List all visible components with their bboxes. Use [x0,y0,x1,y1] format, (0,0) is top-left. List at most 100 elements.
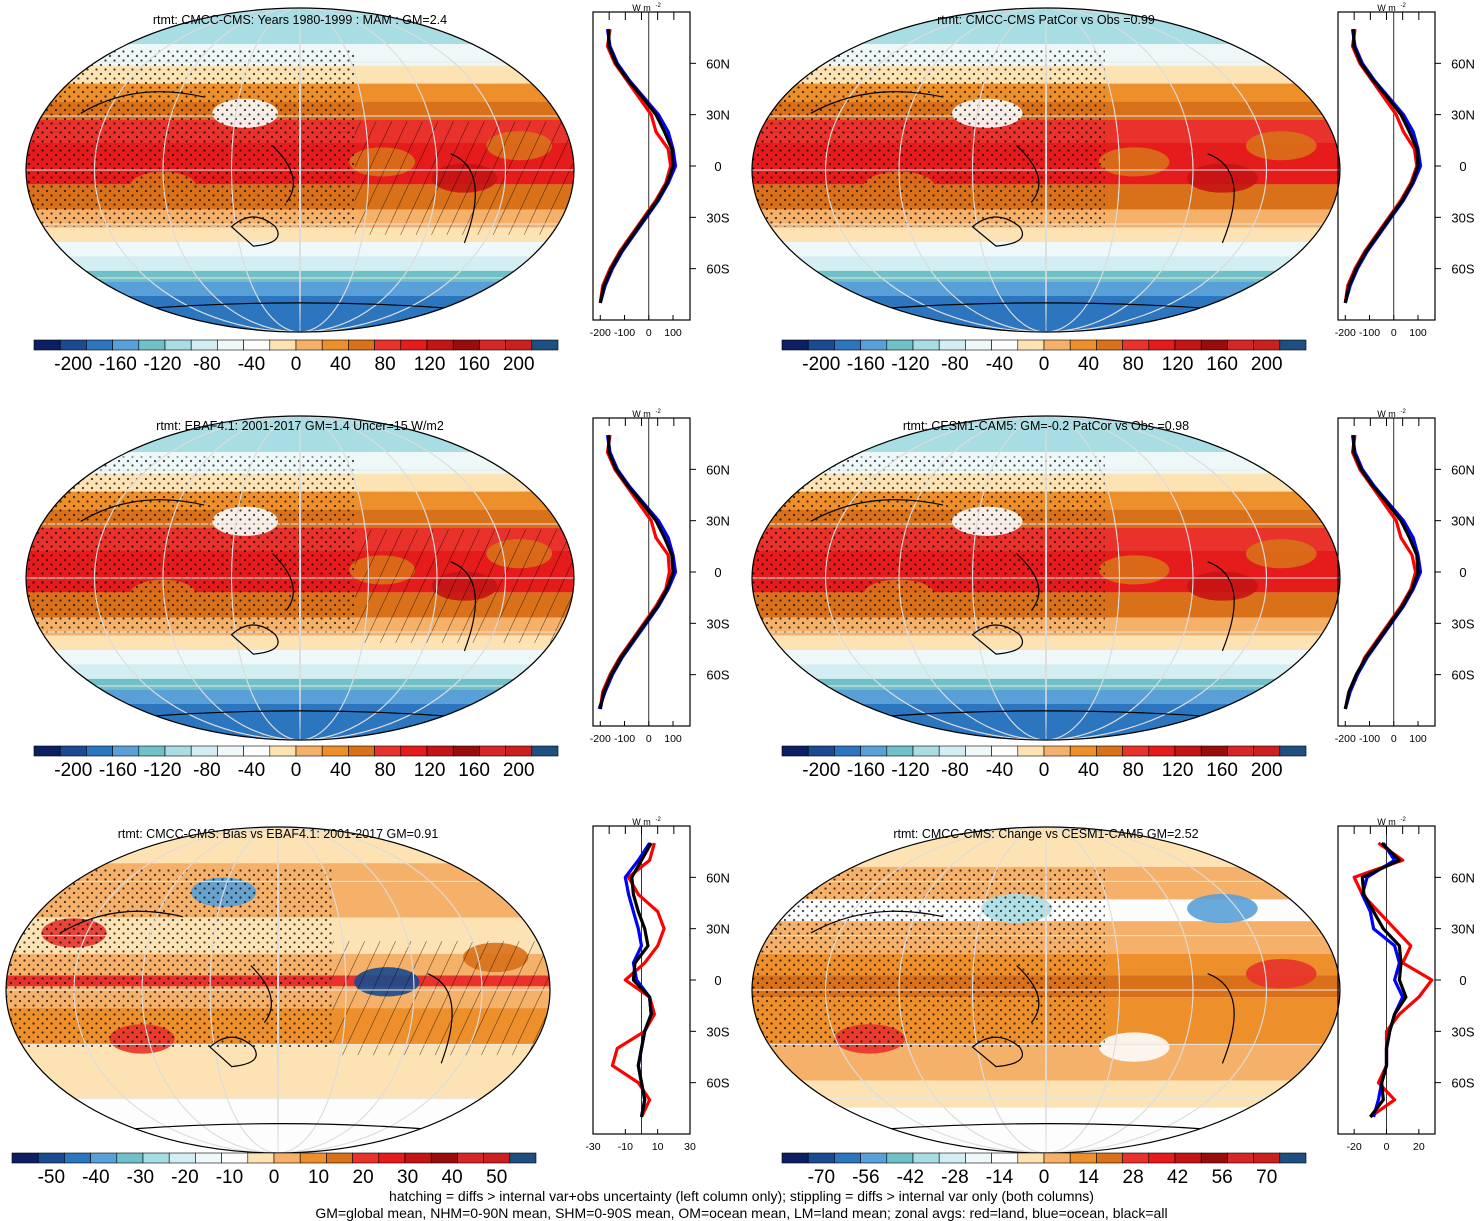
colorbar-swatch [112,339,140,351]
colorbar-swatch [400,745,428,757]
colorbar-tick-label: 80 [375,760,396,781]
zonal-lat-label: 30S [706,616,729,631]
colorbar-swatch [142,1152,170,1164]
zonal-line-all [598,435,675,710]
colorbar-tick-label: 14 [1078,1167,1100,1188]
colorbar-swatch [295,339,323,351]
colorbar-swatch [860,745,888,757]
coastline [971,216,1024,247]
zonal-lat-label: 60N [1451,870,1475,885]
colorbar-tick-label: 40 [1078,760,1099,781]
stippling-overlay [752,456,1105,635]
longitude-gridline [972,827,1120,1153]
colorbar-swatch [781,1152,809,1164]
colorbar-swatch [321,745,349,757]
coastline [80,91,205,114]
colorbar-swatch [59,339,87,351]
colorbar-tick-label: -10 [216,1167,243,1188]
colorbar-tick-label: 160 [458,760,490,781]
map-blob [1245,131,1317,161]
colorbar-tick-label: -20 [171,1167,198,1188]
zonal-lat-label: 60S [706,1076,729,1091]
colorbar-tick-label: -120 [143,354,181,375]
zonal-lat-label: 0 [1459,973,1466,988]
colorbar-tick-label: -80 [193,354,220,375]
zonal-x-label: -10 [618,1141,633,1153]
colorbar-swatch [217,745,244,757]
longitude-gridline [1045,416,1047,740]
colorbar-tick-label: 10 [308,1167,329,1188]
map-panel-2: rtmt: CMCC-CMS PatCor vs Obs =0.99 [751,7,1341,333]
zonal-x-label: -100 [1359,733,1380,745]
colorbar-swatch [269,339,297,351]
zonal-lat-label: 0 [1459,159,1466,174]
colorbar-swatch [452,339,480,351]
map-blob [1187,163,1258,193]
coastline [209,1036,257,1068]
colorbar-swatch [886,339,914,351]
colorbar-tick-label: 200 [503,354,535,375]
colorbar-tick-label: -40 [82,1167,109,1188]
colorbar-swatch [457,1152,484,1164]
coastline [810,499,944,522]
zonal-line-all [1343,29,1420,304]
coastline [80,499,205,522]
coastline [60,910,183,934]
colorbar-swatch [991,745,1019,757]
colorbar-tick-label: -70 [808,1167,835,1188]
map-panel-1: rtmt: CMCC-CMS: Years 1980-1999 : MAM : … [25,7,575,333]
zonal-x-label: -200 [590,327,611,339]
colorbar-swatch [164,339,192,351]
colorbar-tick-label: 160 [1206,760,1238,781]
colorbar-swatch [1043,1152,1071,1164]
map-blob [1098,147,1170,177]
footer-note-legend: GM=global mean, NHM=0-90N mean, SHM=0-90… [315,1205,1168,1221]
coastline [1016,145,1040,203]
colorbar-swatch [1017,339,1045,351]
colorbar-tick-label: 120 [1162,760,1194,781]
colorbar-swatch [59,745,87,757]
panel-title: rtmt: CMCC-CMS: Change vs CESM1-CAM5 GM=… [893,827,1198,841]
longitude-gridline [277,827,279,1153]
colorbar-3: -200 -160 -120 -80 -40 0 40 80 120 160 200 [33,745,559,781]
colorbar-tick-label: 120 [1162,354,1194,375]
zonal-x-label: 100 [664,327,682,339]
longitude-gridline [94,416,506,740]
colorbar-swatch [807,1152,835,1164]
colorbar-tick-label: 160 [458,354,490,375]
zonal-line-land [598,28,673,304]
colorbar-swatch [348,745,375,757]
longitude-gridline [94,8,506,332]
panel-title: rtmt: CMCC-CMS: Years 1980-1999 : MAM : … [153,13,447,27]
colorbar-tick-label: -200 [54,760,92,781]
zonal-lat-label: 30N [706,922,730,937]
longitude-gridline [825,416,1267,740]
colorbar-swatch [37,1152,65,1164]
colorbar-tick-label: 0 [291,354,302,375]
longitude-gridline [162,8,438,332]
zonal-lat-label: 30S [1451,210,1474,225]
zonal-unit-label: W m [632,817,651,827]
colorbar-swatch [991,339,1019,351]
colorbar-swatch [1096,1152,1123,1164]
colorbar-tick-label: 30 [397,1167,418,1188]
colorbar-swatch [781,339,809,351]
colorbar-swatch [247,1152,275,1164]
colorbar-swatch [400,339,428,351]
colorbar-swatch [190,745,218,757]
colorbar-tick-label: 200 [1251,354,1283,375]
panel-title: rtmt: CESM1-CAM5: GM=-0.2 PatCor vs Obs … [903,419,1189,433]
stippling-overlay [6,867,333,1048]
colorbar-swatch [1096,339,1123,351]
zonal-lat-label: 30N [1451,514,1475,529]
colorbar-swatch [1148,1152,1176,1164]
colorbar-tick-label: -56 [852,1167,879,1188]
colorbar-tick-label: 56 [1212,1167,1233,1188]
colorbar-tick-label: 50 [486,1167,507,1188]
colorbar-swatch [1122,745,1150,757]
map-blob [1098,1032,1170,1062]
colorbar-swatch [1096,745,1123,757]
colorbar-swatch [886,745,914,757]
colorbar-swatch [483,1152,511,1164]
